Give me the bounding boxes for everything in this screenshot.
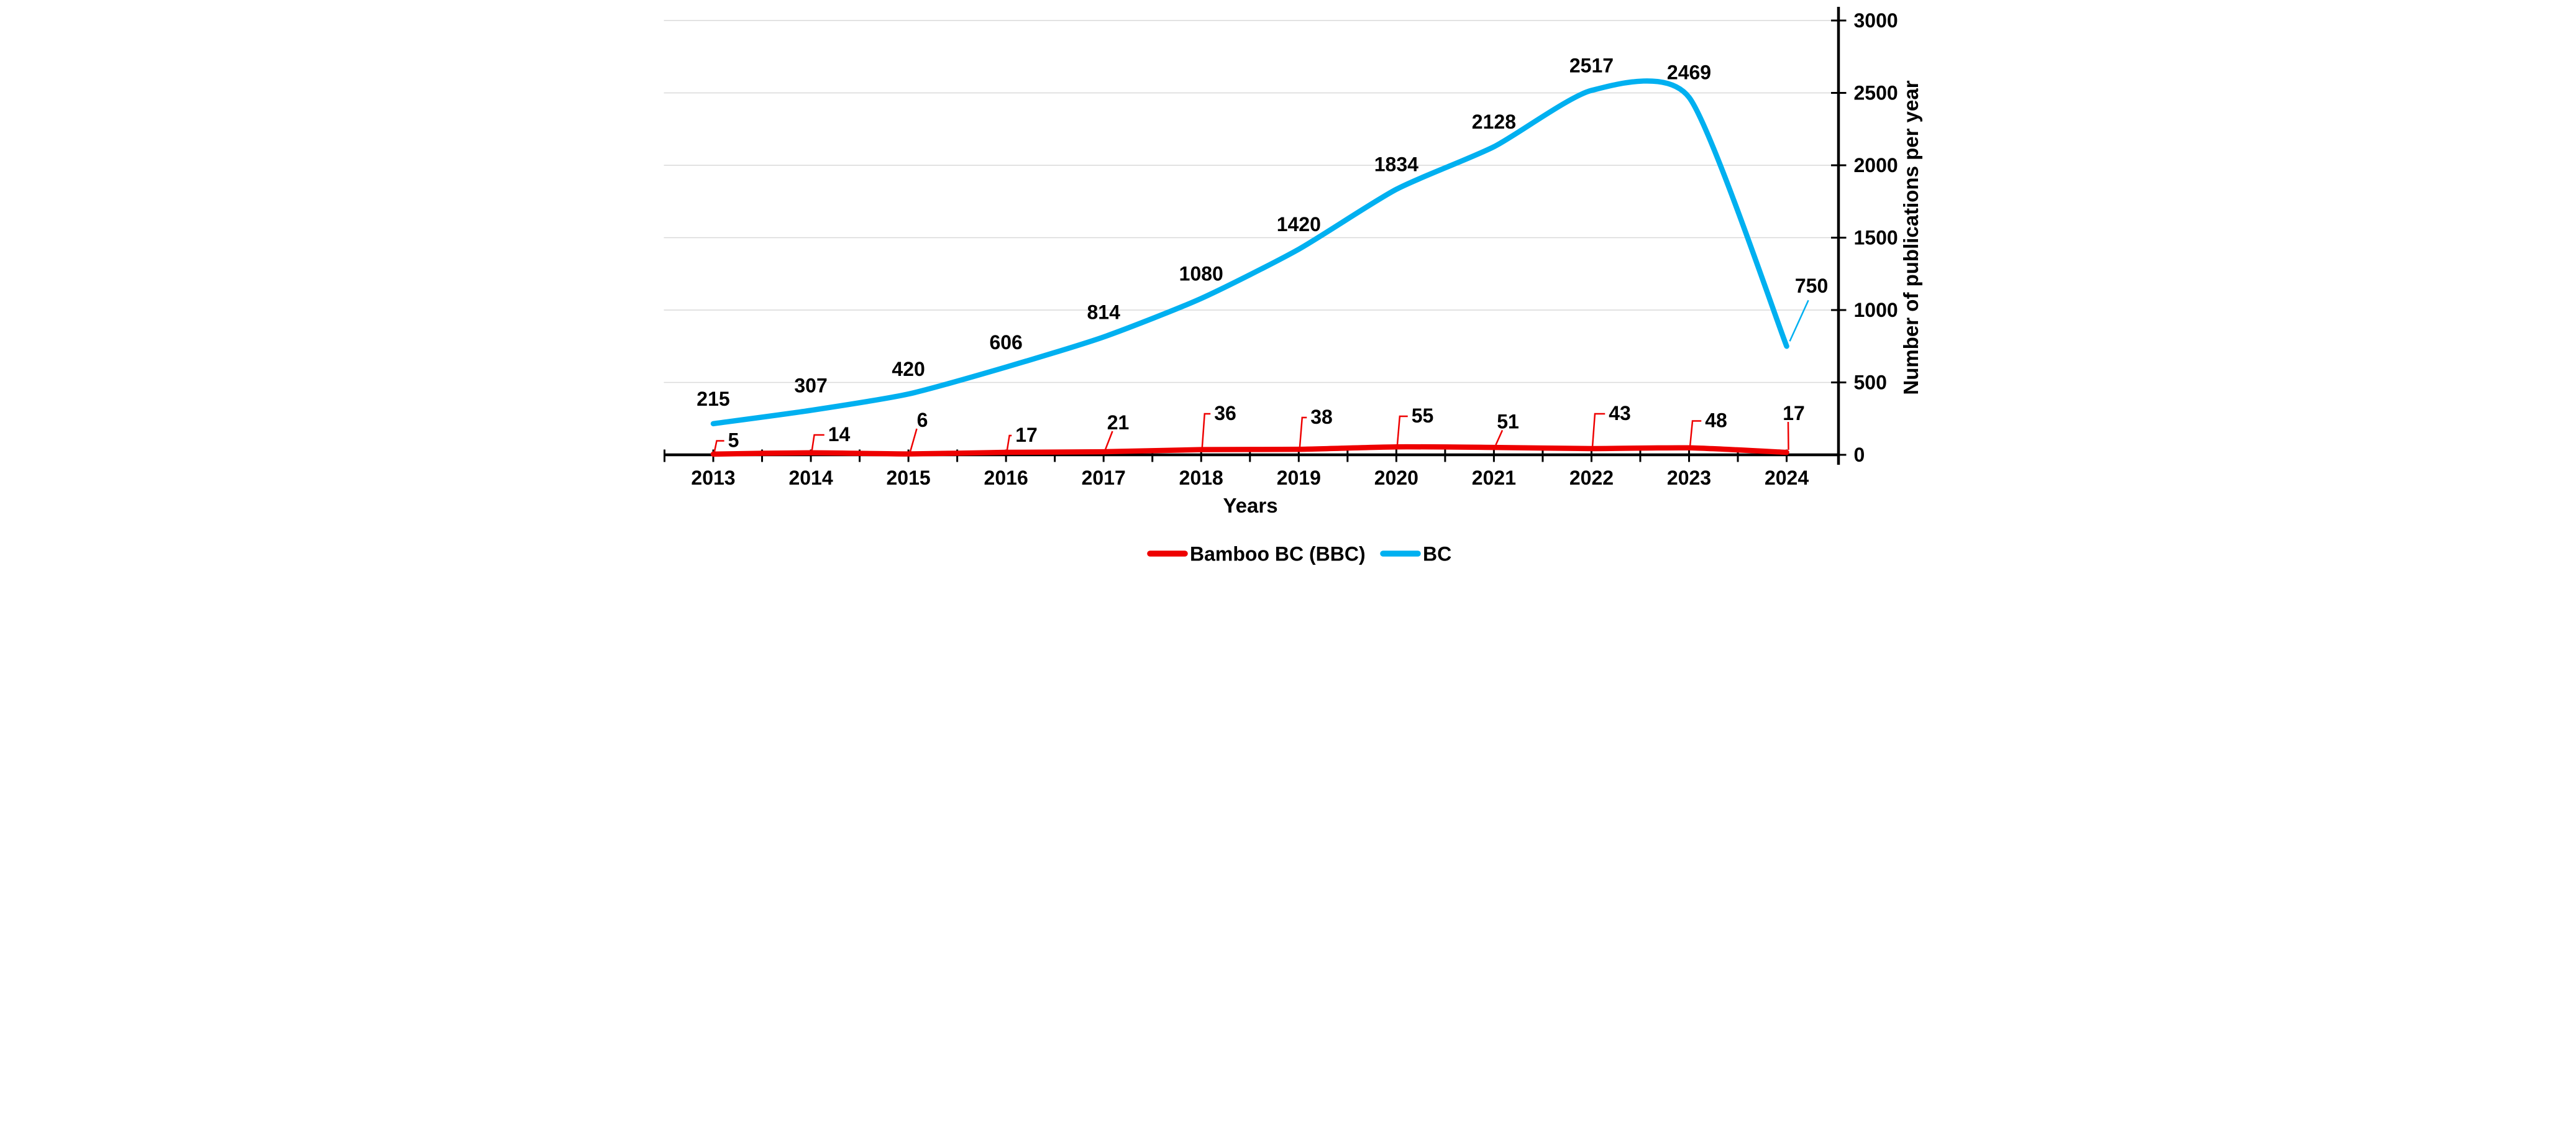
bbc-data-label: 55 xyxy=(1411,404,1433,427)
bbc-data-label: 17 xyxy=(1015,424,1038,446)
x-tick-label: 2019 xyxy=(1276,467,1320,489)
x-tick-label: 2024 xyxy=(1764,467,1808,489)
bc-data-label: 1420 xyxy=(1276,213,1320,235)
x-tick-label: 2022 xyxy=(1569,467,1613,489)
y-tick-label: 1500 xyxy=(1853,227,1898,249)
bc-data-label: 1834 xyxy=(1374,153,1418,176)
x-tick-label: 2020 xyxy=(1374,467,1418,489)
bbc-label-leader-line xyxy=(1005,434,1012,452)
bbc-data-label: 48 xyxy=(1705,409,1727,432)
y-tick-label: 3000 xyxy=(1853,9,1898,32)
bbc-data-label: 36 xyxy=(1214,402,1236,424)
y-tick-label: 2500 xyxy=(1853,82,1898,104)
bbc-data-label: 17 xyxy=(1783,402,1805,424)
gridlines-group xyxy=(664,20,1838,383)
x-tick-label: 2017 xyxy=(1081,467,1125,489)
legend: Bamboo BC (BBC) BC xyxy=(1146,543,1451,565)
y-tick-label: 2000 xyxy=(1853,154,1898,176)
bc-series-line xyxy=(710,78,1789,427)
bbc-label-leader-line xyxy=(1689,420,1701,447)
x-tick-label: 2021 xyxy=(1471,467,1515,489)
bc-data-label: 215 xyxy=(697,388,729,410)
bbc-label-leader-line xyxy=(810,434,824,452)
bbc-label-leader-line xyxy=(1396,415,1408,446)
bc-data-label: 307 xyxy=(794,374,827,396)
bc-label-leader-line xyxy=(1788,299,1809,342)
y-tick-label: 1000 xyxy=(1853,299,1898,321)
bbc-label-leader-line xyxy=(1299,416,1307,449)
y-axis-title: Number of publications per year xyxy=(1899,80,1922,395)
bbc-data-label: 38 xyxy=(1310,406,1333,428)
x-tick-label: 2013 xyxy=(691,467,735,489)
x-tick-label: 2015 xyxy=(886,467,930,489)
bc-data-label: 2469 xyxy=(1666,62,1710,84)
bbc-data-label: 14 xyxy=(828,423,850,445)
bbc-label-leader-line xyxy=(1787,421,1789,450)
legend-label-bc: BC xyxy=(1423,543,1451,565)
x-tick-label: 2018 xyxy=(1179,467,1223,489)
bc-data-label: 2517 xyxy=(1569,55,1613,77)
y-tick-label: 0 xyxy=(1853,444,1865,466)
bbc-data-label: 43 xyxy=(1609,402,1631,424)
bbc-label-leader-line xyxy=(713,440,724,454)
bc-data-label: 420 xyxy=(892,358,925,380)
tick-labels-group: 2013 2014 2015 2016 2017 2018 2019 2020 2021 2022… xyxy=(691,9,1898,489)
bbc-data-label: 21 xyxy=(1107,411,1129,434)
legend-label-bamboo-bbc: Bamboo BC (BBC) xyxy=(1190,543,1366,565)
x-tick-label: 2023 xyxy=(1666,467,1710,489)
x-axis-title: Years xyxy=(1223,494,1277,517)
bbc-label-leader-line xyxy=(1104,431,1113,450)
series-lines-group xyxy=(710,78,1789,457)
bbc-label-leader-line xyxy=(1201,413,1210,449)
y-tick-label: 500 xyxy=(1853,372,1886,394)
bbc-data-label: 51 xyxy=(1497,411,1519,433)
bbc-label-leader-line xyxy=(909,428,918,452)
bc-data-label: 814 xyxy=(1087,301,1120,323)
bbc-series-line xyxy=(710,444,1789,457)
x-tick-label: 2014 xyxy=(788,467,833,489)
bc-data-label: 2128 xyxy=(1471,111,1515,133)
bbc-data-label: 5 xyxy=(728,429,739,452)
bbc-data-label: 6 xyxy=(916,409,928,431)
bbc-label-leader-line xyxy=(1591,413,1605,448)
bc-data-label: 750 xyxy=(1794,275,1827,297)
publications-chart-figure: 215 307 420 606 814 1080 1420 1834 2128 2517 2469 7… xyxy=(644,0,1932,571)
bc-data-label: 1080 xyxy=(1179,262,1223,285)
bbc-label-leader-line xyxy=(1494,429,1503,445)
bc-data-label: 606 xyxy=(989,331,1022,354)
x-tick-label: 2016 xyxy=(984,467,1028,489)
